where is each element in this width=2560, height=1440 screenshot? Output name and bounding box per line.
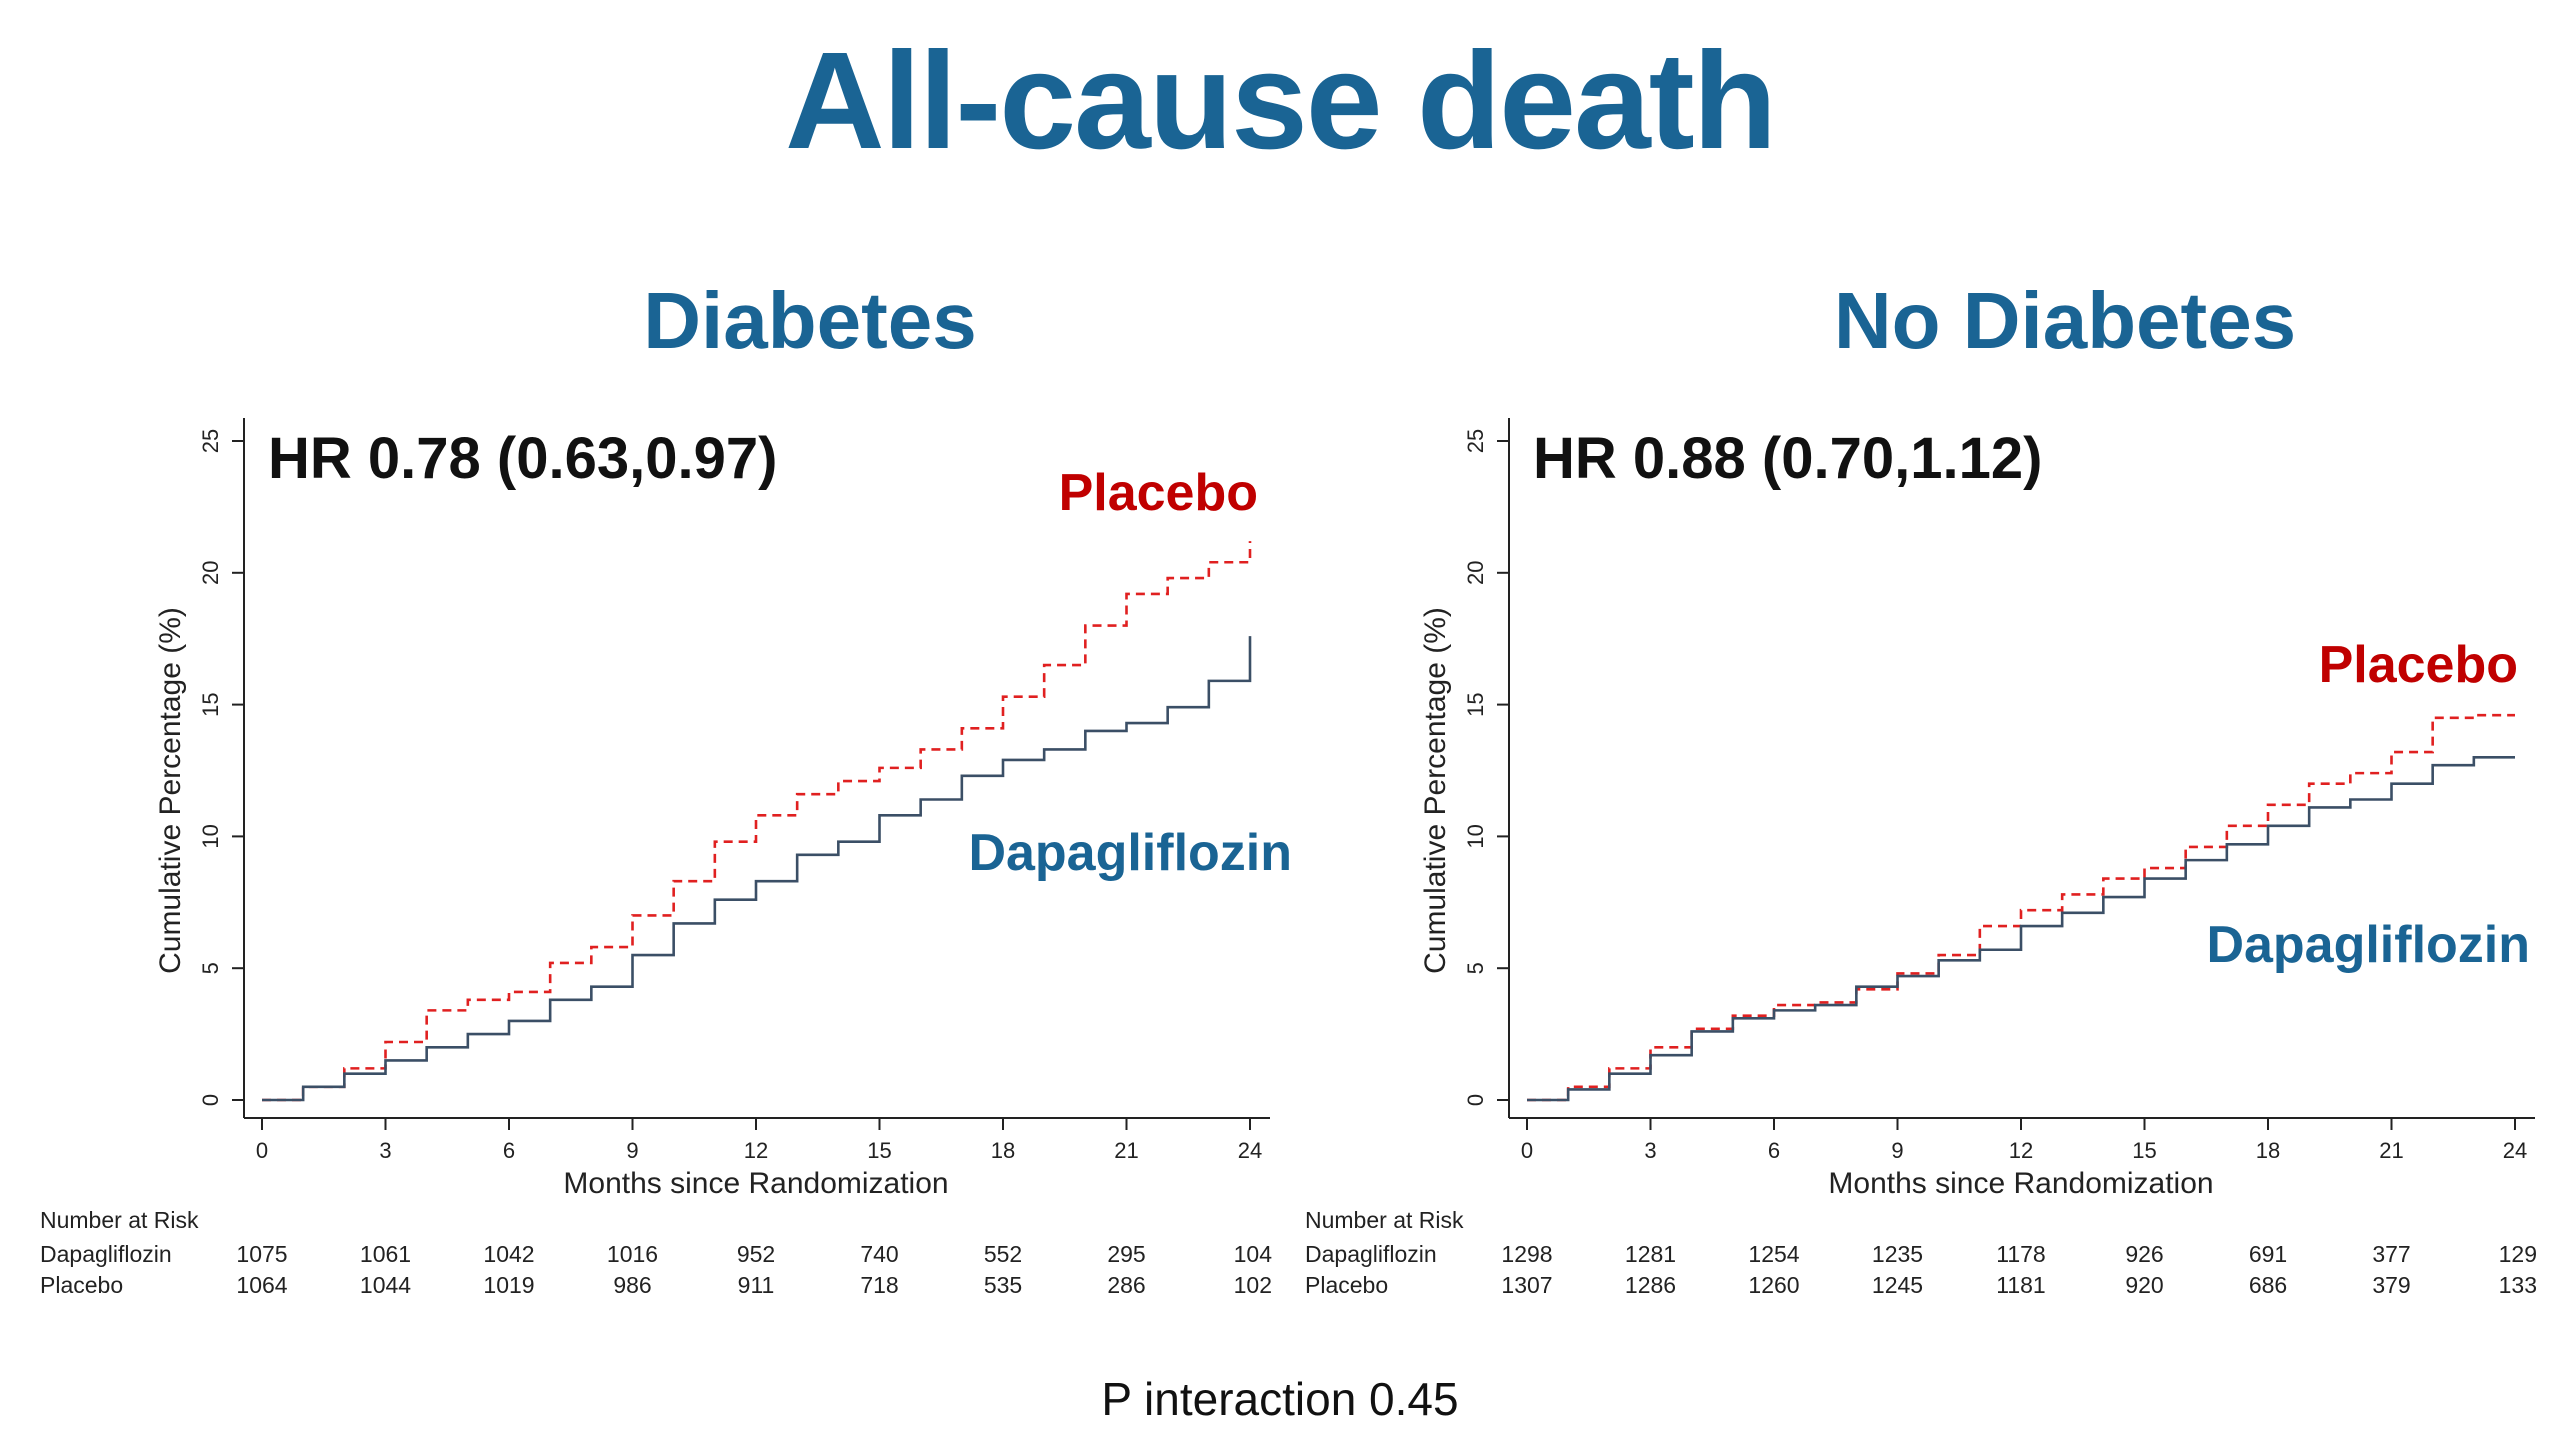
x-tick-label: 6 xyxy=(503,1138,515,1163)
y-tick-label: 15 xyxy=(1463,692,1488,716)
dapagliflozin-line xyxy=(262,636,1252,1102)
y-tick-label: 5 xyxy=(198,962,223,974)
x-tick-label: 6 xyxy=(1768,1138,1780,1163)
risk-value: 379 xyxy=(2372,1272,2410,1298)
y-tick-label: 20 xyxy=(1463,561,1488,585)
risk-value: 1235 xyxy=(1872,1241,1923,1267)
x-tick-label: 0 xyxy=(256,1138,268,1163)
risk-value: 740 xyxy=(860,1241,898,1267)
risk-value: 377 xyxy=(2372,1241,2410,1267)
dapagliflozin-legend-label: Dapagliflozin xyxy=(2206,916,2530,974)
y-tick-label: 15 xyxy=(198,692,223,716)
x-tick-label: 18 xyxy=(2256,1138,2280,1163)
risk-value: 1254 xyxy=(1748,1241,1799,1267)
x-tick-label: 24 xyxy=(1238,1138,1262,1163)
chart-subtitle: No Diabetes xyxy=(1834,276,2296,365)
y-tick-label: 20 xyxy=(198,561,223,585)
risk-value: 102 xyxy=(1234,1272,1272,1298)
risk-value: 1178 xyxy=(1996,1241,2045,1267)
placebo-legend-label: Placebo xyxy=(2319,636,2518,694)
y-tick-label: 5 xyxy=(1463,962,1488,974)
risk-value: 1281 xyxy=(1625,1241,1676,1267)
x-tick-label: 15 xyxy=(867,1138,891,1163)
risk-value: 1044 xyxy=(360,1272,411,1298)
risk-row-label: Dapagliflozin xyxy=(40,1241,172,1267)
x-tick-label: 21 xyxy=(2379,1138,2403,1163)
y-tick-label: 25 xyxy=(1463,429,1488,453)
risk-value: 718 xyxy=(860,1272,898,1298)
risk-value: 1245 xyxy=(1872,1272,1923,1298)
risk-table-header: Number at Risk xyxy=(40,1207,199,1233)
risk-value: 952 xyxy=(737,1241,775,1267)
x-axis-label: Months since Randomization xyxy=(563,1167,948,1200)
placebo-legend-label: Placebo xyxy=(1059,464,1258,522)
y-tick-label: 10 xyxy=(198,824,223,848)
x-tick-label: 12 xyxy=(744,1138,768,1163)
risk-value: 1298 xyxy=(1501,1241,1552,1267)
risk-table-header: Number at Risk xyxy=(1305,1207,1464,1233)
y-tick-label: 0 xyxy=(1463,1094,1488,1106)
x-axis-label: Months since Randomization xyxy=(1828,1167,2213,1200)
risk-value: 1075 xyxy=(236,1241,287,1267)
risk-value: 535 xyxy=(984,1272,1022,1298)
risk-value: 129 xyxy=(2499,1241,2537,1267)
y-tick-label: 0 xyxy=(198,1094,223,1106)
chart-panel-no-diabetes: No Diabetes 0 5 10 15 20 25 Cumulative Percenta… xyxy=(1305,276,2537,1298)
risk-value: 926 xyxy=(2125,1241,2163,1267)
hazard-ratio-annotation: HR 0.88 (0.70,1.12) xyxy=(1533,426,2042,491)
x-tick-label: 9 xyxy=(1891,1138,1903,1163)
y-axis-label: Cumulative Percentage (%) xyxy=(1419,607,1452,974)
dapagliflozin-legend-label: Dapagliflozin xyxy=(968,824,1292,882)
p-interaction-note: P interaction 0.45 xyxy=(1101,1373,1459,1425)
risk-value: 286 xyxy=(1107,1272,1145,1298)
page-title: All-cause death xyxy=(785,24,1777,178)
risk-value: 986 xyxy=(613,1272,651,1298)
placebo-line xyxy=(262,541,1252,1102)
x-tick-label: 3 xyxy=(379,1138,391,1163)
risk-value: 1019 xyxy=(483,1272,534,1298)
risk-value: 1181 xyxy=(1996,1272,2045,1298)
risk-row-label: Dapagliflozin xyxy=(1305,1241,1437,1267)
x-tick-label: 0 xyxy=(1521,1138,1533,1163)
x-tick-label: 18 xyxy=(991,1138,1015,1163)
chart-panel-diabetes: Diabetes 0 5 10 15 20 25 Cumulative Percentage … xyxy=(40,276,1292,1298)
x-tick-label: 9 xyxy=(626,1138,638,1163)
risk-value: 295 xyxy=(1107,1241,1145,1267)
x-tick-label: 3 xyxy=(1644,1138,1656,1163)
x-tick-label: 15 xyxy=(2132,1138,2156,1163)
dapagliflozin-line xyxy=(1527,756,2515,1102)
risk-value: 691 xyxy=(2249,1241,2287,1267)
x-tick-label: 12 xyxy=(2009,1138,2033,1163)
risk-value: 1260 xyxy=(1748,1272,1799,1298)
y-tick-label: 25 xyxy=(198,429,223,453)
chart-subtitle: Diabetes xyxy=(643,276,976,365)
risk-row-label: Placebo xyxy=(40,1272,123,1298)
risk-value: 104 xyxy=(1234,1241,1273,1267)
risk-row-label: Placebo xyxy=(1305,1272,1388,1298)
risk-value: 1042 xyxy=(483,1241,534,1267)
risk-value: 1307 xyxy=(1501,1272,1552,1298)
risk-value: 1061 xyxy=(360,1241,411,1267)
risk-value: 686 xyxy=(2249,1272,2287,1298)
risk-value: 911 xyxy=(738,1272,775,1298)
risk-value: 1286 xyxy=(1625,1272,1676,1298)
x-tick-label: 21 xyxy=(1114,1138,1138,1163)
y-tick-label: 10 xyxy=(1463,824,1488,848)
placebo-line xyxy=(1527,713,2515,1102)
risk-value: 1064 xyxy=(236,1272,287,1298)
risk-value: 133 xyxy=(2499,1272,2537,1298)
y-axis-label: Cumulative Percentage (%) xyxy=(154,607,187,974)
hazard-ratio-annotation: HR 0.78 (0.63,0.97) xyxy=(268,426,777,491)
x-tick-label: 24 xyxy=(2503,1138,2527,1163)
risk-value: 920 xyxy=(2125,1272,2163,1298)
risk-value: 1016 xyxy=(607,1241,658,1267)
risk-value: 552 xyxy=(984,1241,1022,1267)
